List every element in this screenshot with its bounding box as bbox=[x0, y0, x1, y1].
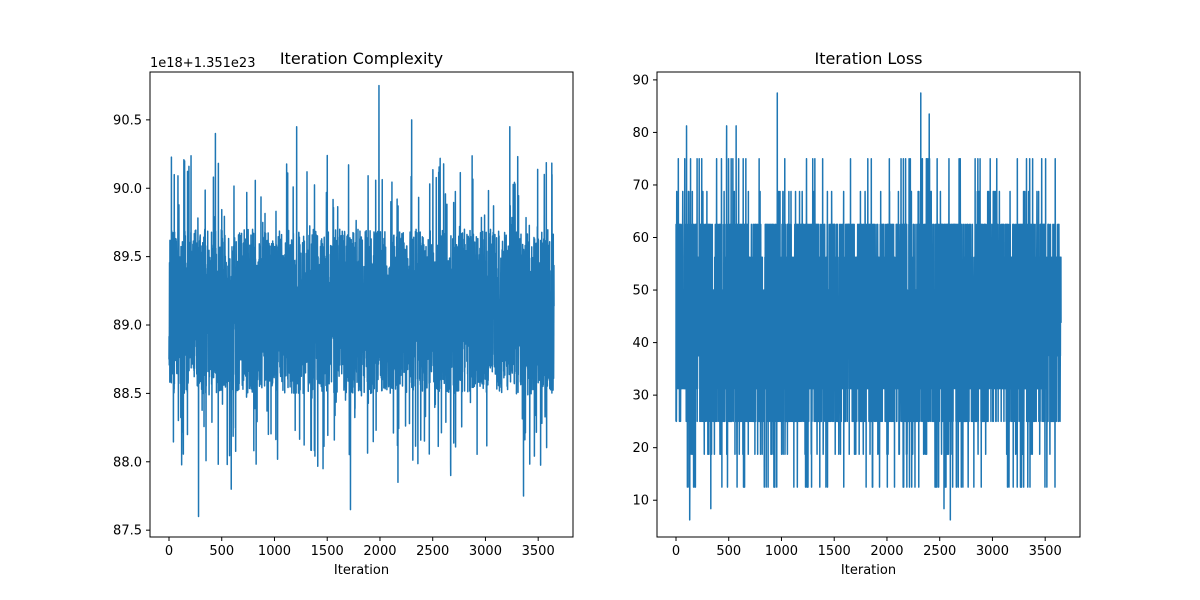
loss-y-tick-label: 80 bbox=[632, 126, 649, 141]
loss-series-line bbox=[675, 92, 1062, 521]
complexity-axes-frame bbox=[149, 71, 574, 538]
complexity-y-tick-label: 88.0 bbox=[113, 455, 142, 470]
complexity-y-tick-label: 89.5 bbox=[113, 250, 142, 265]
loss-y-tick-label: 50 bbox=[632, 284, 649, 299]
loss-x-tick-label: 3500 bbox=[1029, 544, 1062, 559]
loss-panel: 0 500 1000 1500 2000 2500 3000 3500 10 20 30 40 50 6… bbox=[632, 49, 1081, 578]
loss-x-tick-label: 0 bbox=[672, 544, 680, 559]
loss-y-tick-label: 70 bbox=[632, 178, 649, 193]
loss-x-tick-label: 2500 bbox=[923, 544, 956, 559]
loss-title: Iteration Loss bbox=[814, 49, 922, 68]
complexity-x-tick-label: 3000 bbox=[469, 544, 502, 559]
loss-x-tick-label: 2000 bbox=[870, 544, 903, 559]
loss-y-ticks: 10 20 30 40 50 60 70 80 90 bbox=[632, 73, 657, 509]
complexity-x-tick-label: 1500 bbox=[311, 544, 344, 559]
complexity-x-tick-label: 1000 bbox=[258, 544, 291, 559]
complexity-x-tick-label: 2000 bbox=[363, 544, 396, 559]
complexity-y-tick-label: 88.5 bbox=[113, 387, 142, 402]
loss-y-tick-label: 60 bbox=[632, 231, 649, 246]
loss-x-tick-label: 3000 bbox=[976, 544, 1009, 559]
loss-x-tick-label: 500 bbox=[716, 544, 741, 559]
loss-y-tick-label: 10 bbox=[632, 494, 649, 509]
loss-x-tick-label: 1500 bbox=[818, 544, 851, 559]
complexity-x-ticks: 0 500 1000 1500 2000 2500 3000 3500 bbox=[165, 537, 555, 559]
loss-x-tick-label: 1000 bbox=[765, 544, 798, 559]
complexity-x-tick-label: 2500 bbox=[416, 544, 449, 559]
complexity-x-tick-label: 500 bbox=[209, 544, 234, 559]
loss-y-tick-label: 30 bbox=[632, 389, 649, 404]
loss-y-tick-label: 90 bbox=[632, 73, 649, 88]
complexity-y-tick-label: 90.0 bbox=[113, 182, 142, 197]
complexity-y-tick-label: 89.0 bbox=[113, 319, 142, 334]
loss-x-axis-label: Iteration bbox=[841, 563, 896, 578]
complexity-y-tick-label: 87.5 bbox=[113, 524, 142, 539]
complexity-x-tick-label: 3500 bbox=[522, 544, 555, 559]
complexity-offset-label: 1e18+1.351e23 bbox=[150, 56, 255, 71]
complexity-y-ticks: 87.5 88.0 88.5 89.0 89.5 90.0 90.5 bbox=[113, 113, 150, 539]
complexity-series-line bbox=[168, 84, 555, 518]
complexity-y-tick-label: 90.5 bbox=[113, 113, 142, 128]
loss-x-ticks: 0 500 1000 1500 2000 2500 3000 3500 bbox=[672, 537, 1062, 559]
complexity-series-group bbox=[168, 84, 555, 518]
loss-y-tick-label: 20 bbox=[632, 441, 649, 456]
complexity-x-tick-label: 0 bbox=[165, 544, 173, 559]
loss-axes-frame bbox=[656, 71, 1081, 538]
complexity-x-axis-label: Iteration bbox=[334, 563, 389, 578]
complexity-panel: 0 500 1000 1500 2000 2500 3000 3500 87.5 88.0 88.… bbox=[113, 49, 574, 578]
loss-series-group bbox=[675, 92, 1062, 521]
loss-y-tick-label: 40 bbox=[632, 336, 649, 351]
complexity-title: Iteration Complexity bbox=[280, 49, 443, 68]
